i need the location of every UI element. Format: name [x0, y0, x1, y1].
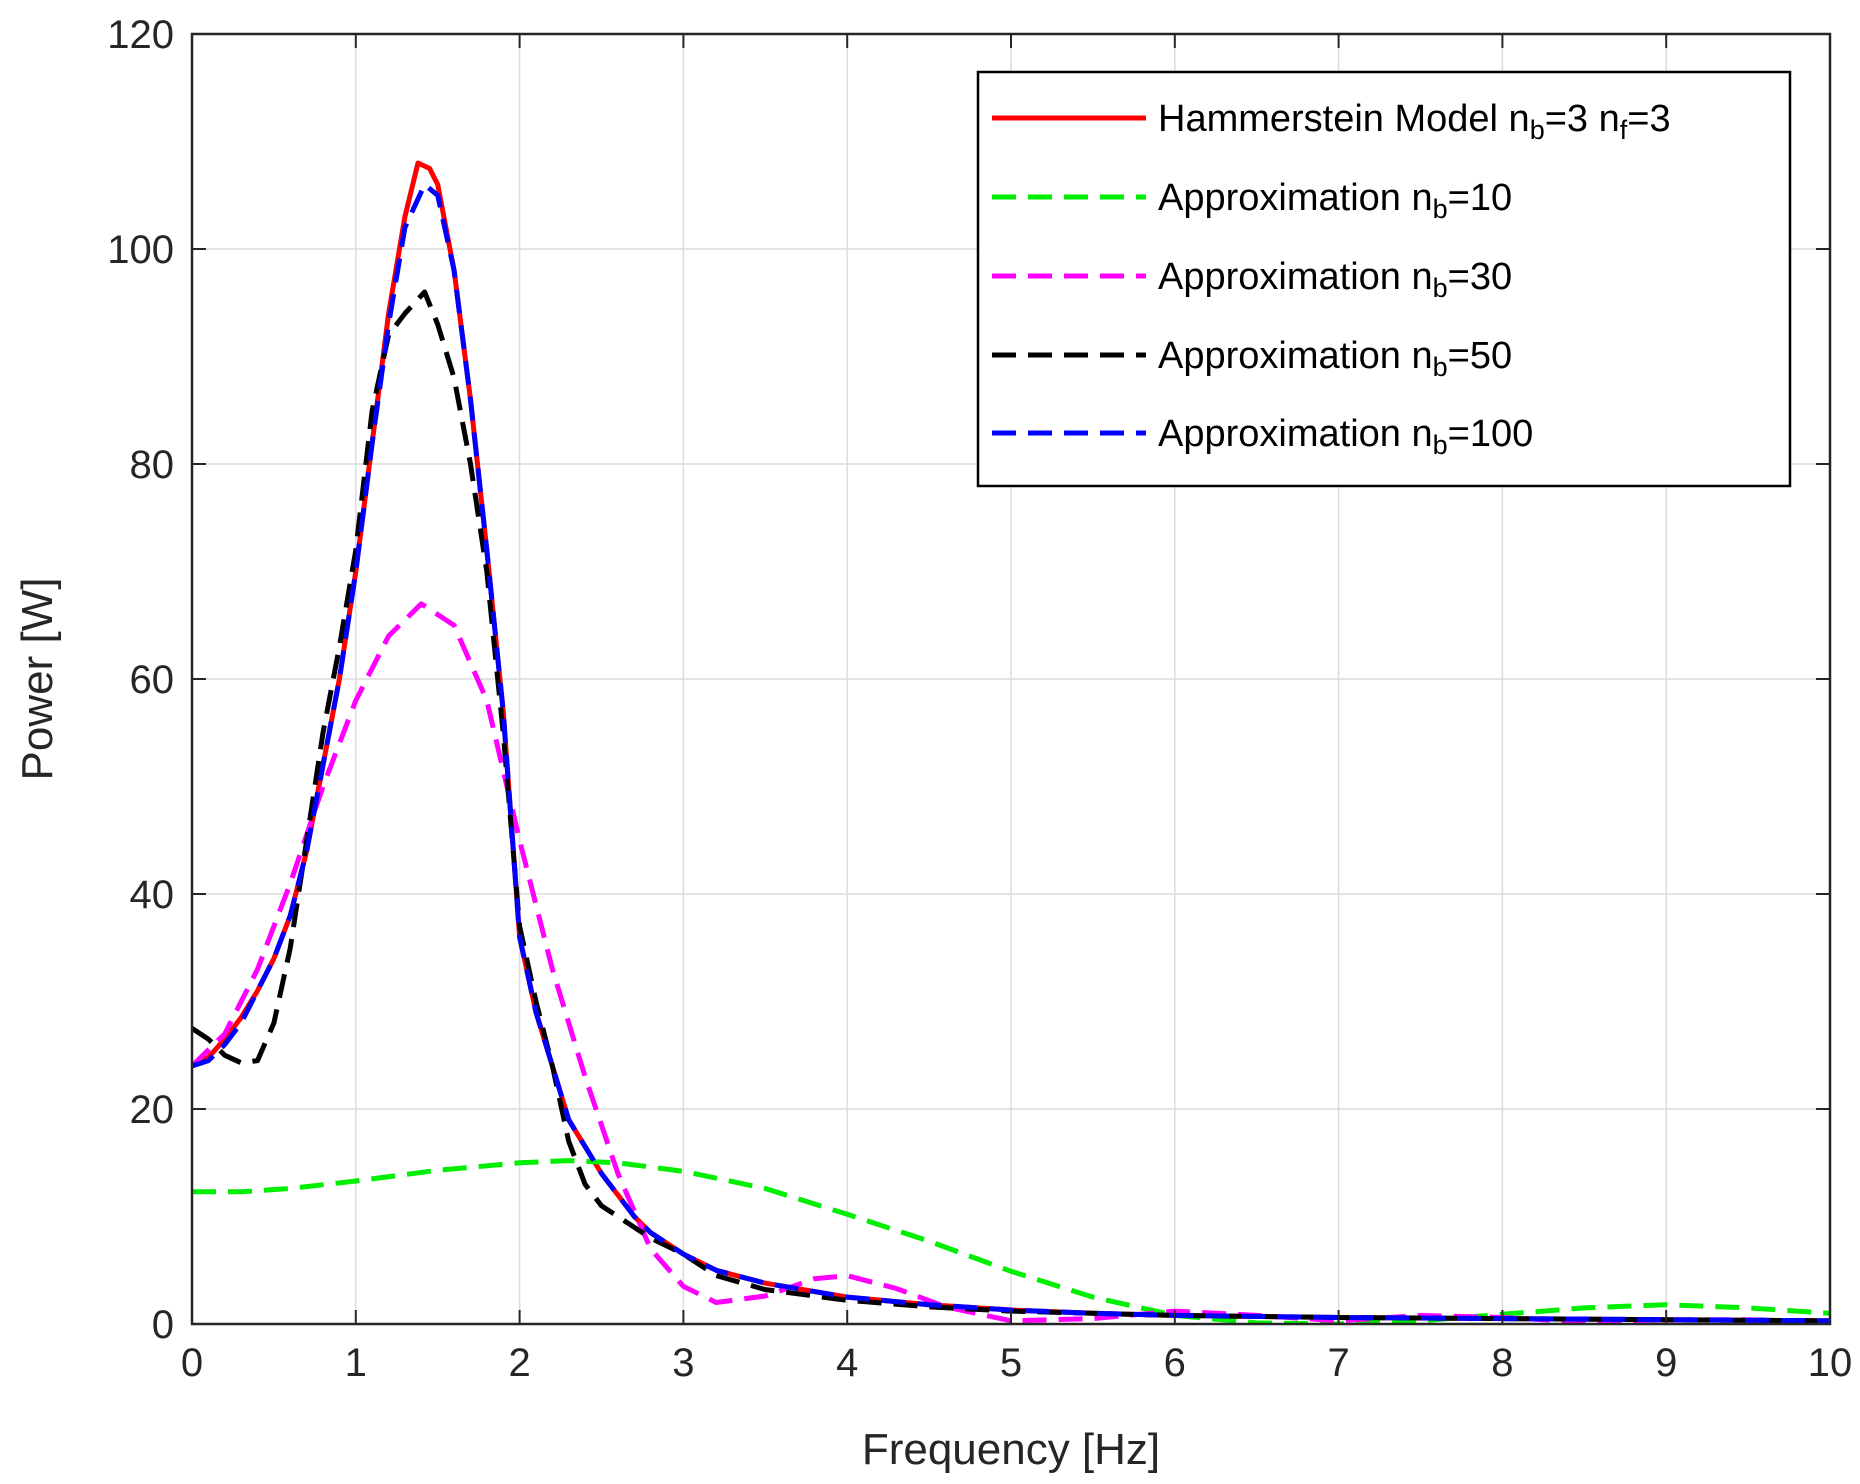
y-tick-label: 20	[130, 1088, 175, 1132]
x-tick-label: 2	[508, 1341, 530, 1385]
y-tick-label: 100	[107, 228, 174, 272]
x-tick-label: 10	[1808, 1341, 1853, 1385]
x-tick-label: 8	[1491, 1341, 1513, 1385]
x-tick-label: 5	[1000, 1341, 1022, 1385]
y-tick-label: 120	[107, 13, 174, 57]
x-tick-label: 9	[1655, 1341, 1677, 1385]
y-tick-label: 60	[130, 658, 175, 702]
x-tick-label: 7	[1327, 1341, 1349, 1385]
y-tick-label: 80	[130, 443, 175, 487]
x-tick-label: 6	[1164, 1341, 1186, 1385]
legend-box	[976, 70, 1792, 488]
legend-label: Hammerstein Model nb=3 nf=3	[1158, 98, 1671, 145]
y-tick-label: 40	[130, 873, 175, 917]
y-axis-label: Power [W]	[13, 578, 62, 781]
x-axis-label: Frequency [Hz]	[862, 1425, 1160, 1474]
x-tick-label: 4	[836, 1341, 858, 1385]
series-line-approximation-n-b-100	[192, 182, 1830, 1324]
legend: Hammerstein Model nb=3 nf=3 Approximation…	[976, 70, 1792, 488]
legend-label: Approximation nb=10	[1158, 177, 1512, 224]
x-tick-label: 0	[181, 1341, 203, 1385]
x-tick-label: 3	[672, 1341, 694, 1385]
legend-label: Approximation nb=100	[1158, 413, 1533, 460]
y-tick-label: 0	[152, 1303, 174, 1347]
data-series	[192, 160, 1830, 1324]
x-tick-label: 1	[345, 1341, 367, 1385]
series-line-approximation-n-b-10	[192, 1158, 1830, 1324]
legend-label: Approximation nb=50	[1158, 335, 1512, 382]
legend-label: Approximation nb=30	[1158, 256, 1512, 303]
